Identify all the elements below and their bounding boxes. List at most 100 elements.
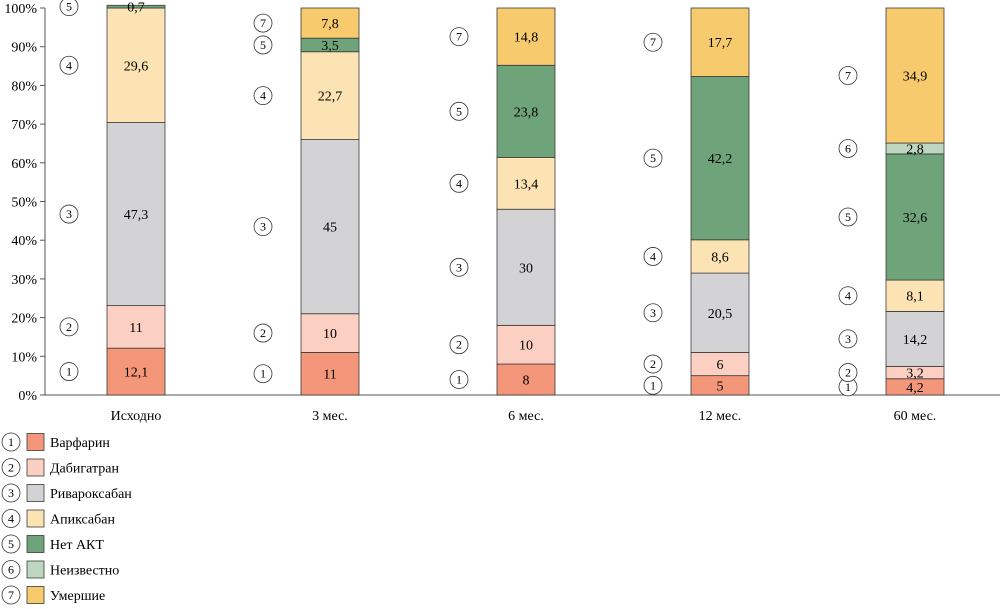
legend-swatch [26, 509, 45, 528]
bar-segment [106, 347, 166, 396]
series-marker-number: 3 [456, 260, 462, 274]
x-category-label: 6 мес. [508, 409, 544, 424]
y-tick-label: 20% [11, 312, 37, 327]
bar-segment [106, 305, 166, 349]
data-label: 32,6 [903, 211, 928, 226]
data-label: 17,7 [708, 36, 733, 51]
bar-segment [106, 4, 166, 9]
legend-swatch [26, 560, 45, 579]
legend-marker-circle [1, 534, 21, 554]
data-label: 14,8 [514, 31, 539, 46]
legend-swatch [26, 586, 45, 604]
series-marker-number: 7 [260, 16, 266, 30]
y-tick-label: 0% [18, 389, 37, 404]
y-tick-label: 80% [11, 79, 37, 94]
y-tick-label: 50% [11, 196, 37, 211]
legend-marker-circle [1, 585, 21, 605]
series-marker-number: 2 [456, 338, 462, 352]
legend-label: Апиксабан [50, 513, 115, 528]
y-tick-label: 30% [11, 273, 37, 288]
data-label: 7,8 [321, 17, 339, 32]
series-marker-circle [59, 0, 79, 17]
legend-label: Неизвестно [50, 564, 119, 579]
data-label: 34,9 [903, 70, 928, 85]
series-marker-number: 3 [260, 220, 266, 234]
legend-marker-circle [1, 560, 21, 579]
series-marker-circle [449, 101, 469, 121]
bar-segment [496, 7, 556, 66]
data-label: 11 [323, 368, 336, 383]
series-marker-circle [59, 362, 79, 381]
legend-label: Умершие [50, 589, 105, 604]
data-label: 3,2 [906, 367, 924, 382]
series-marker-number: 5 [66, 0, 72, 14]
series-marker-circle [253, 13, 273, 33]
series-marker-number: 5 [650, 151, 656, 165]
legend-swatch [26, 484, 45, 502]
series-marker-number: 2 [845, 366, 851, 380]
series-marker-number: 1 [66, 365, 72, 379]
legend-swatch [26, 458, 45, 477]
legend-marker-number: 2 [8, 461, 14, 475]
series-marker-circle [253, 35, 273, 55]
legend-marker-number: 1 [8, 435, 14, 449]
series-marker-number: 2 [260, 326, 266, 340]
data-label: 14,2 [903, 333, 928, 348]
series-marker-circle [838, 139, 858, 158]
data-label: 22,7 [318, 90, 343, 105]
series-marker-number: 1 [650, 378, 656, 392]
series-marker-number: 4 [456, 176, 462, 190]
series-marker-number: 7 [845, 69, 851, 83]
series-marker-number: 3 [845, 332, 851, 346]
series-marker-number: 4 [260, 89, 266, 103]
series-marker-circle [449, 335, 469, 355]
data-label: 13,4 [514, 177, 539, 192]
data-label: 29,6 [124, 59, 149, 74]
legend-marker-circle [1, 432, 21, 452]
series-marker-number: 3 [66, 207, 72, 221]
legend-swatch [26, 535, 45, 553]
series-marker-circle [643, 32, 663, 52]
series-marker-circle [59, 204, 79, 224]
data-label: 5 [717, 379, 724, 394]
legend-marker-circle [1, 509, 21, 528]
series-marker-circle [643, 354, 663, 374]
bar-segment [106, 122, 166, 307]
series-marker-circle [253, 323, 273, 343]
series-marker-number: 1 [845, 380, 851, 394]
y-tick-label: 60% [11, 157, 37, 172]
series-marker-circle [59, 317, 79, 337]
series-marker-circle [449, 27, 469, 47]
series-marker-circle [838, 363, 858, 382]
data-label: 30 [519, 261, 533, 276]
series-marker-circle [838, 329, 858, 349]
data-label: 12,1 [124, 366, 149, 381]
series-marker-number: 3 [650, 306, 656, 320]
series-marker-number: 5 [260, 38, 266, 52]
legend-marker-number: 6 [8, 563, 14, 577]
data-label: 8 [523, 374, 530, 389]
series-marker-number: 7 [650, 35, 656, 49]
series-marker-number: 7 [456, 30, 462, 44]
series-marker-circle [838, 207, 858, 227]
bar-segment [300, 7, 360, 39]
data-label: 10 [323, 327, 337, 342]
y-tick-label: 10% [11, 350, 37, 365]
y-tick-label: 100% [4, 2, 37, 17]
bar-segment [496, 363, 556, 396]
legend-label: Варфарин [50, 436, 110, 451]
series-marker-circle [59, 55, 79, 75]
series-marker-number: 2 [650, 357, 656, 371]
data-label: 8,1 [906, 290, 924, 305]
series-marker-number: 1 [456, 373, 462, 387]
data-label: 6 [717, 358, 724, 373]
bar-segment [690, 76, 750, 241]
series-marker-circle [449, 257, 469, 277]
data-label: 3,5 [321, 39, 339, 54]
series-marker-circle [253, 86, 273, 106]
bar-segment [300, 51, 360, 140]
series-marker-circle [253, 364, 273, 384]
series-marker-number: 5 [845, 210, 851, 224]
legend-label: Ривароксабан [50, 487, 132, 502]
